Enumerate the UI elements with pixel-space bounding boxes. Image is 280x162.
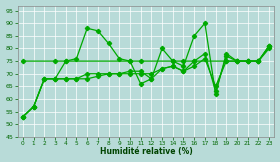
X-axis label: Humidité relative (%): Humidité relative (%) [100, 147, 192, 156]
